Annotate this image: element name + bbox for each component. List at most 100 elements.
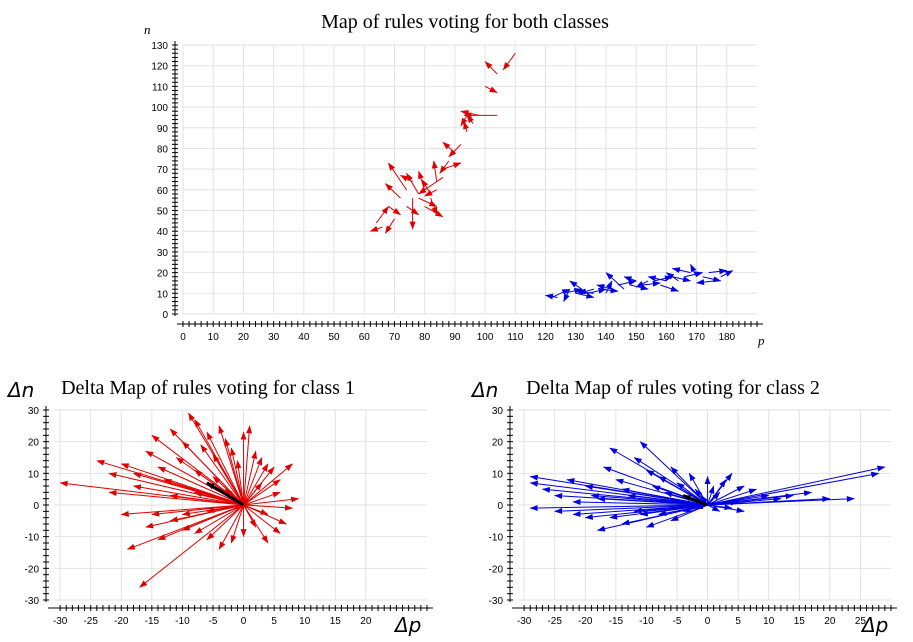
x-tick-label: 70 xyxy=(389,332,401,343)
x-tick-label: 10 xyxy=(299,616,311,627)
y-tick-label: 60 xyxy=(157,186,169,197)
vector-arrow xyxy=(569,280,583,290)
vector-arrow xyxy=(235,460,245,506)
vector-arrow xyxy=(684,271,704,278)
vector-arrow xyxy=(484,85,498,94)
vector-arrow xyxy=(642,280,661,287)
vector-arrow xyxy=(206,504,244,514)
vector-arrow xyxy=(551,288,571,298)
vector-arrow xyxy=(617,279,637,286)
vector-arrow xyxy=(120,504,244,517)
y-tick-label: 80 xyxy=(157,144,169,155)
vector-arrow xyxy=(243,425,253,506)
x-tick-label: 10 xyxy=(763,616,775,627)
x-tick-label: 20 xyxy=(238,332,250,343)
y-tick-label: 0 xyxy=(33,501,39,512)
vector-arrow xyxy=(243,482,263,506)
vector-arrow xyxy=(639,504,708,517)
vector-arrow xyxy=(212,453,244,506)
vector-arrow xyxy=(243,463,293,506)
vector-arrow xyxy=(418,197,438,207)
vector-arrow xyxy=(707,465,886,506)
x-tick-label: 50 xyxy=(328,332,340,343)
vector-arrow xyxy=(572,504,708,517)
vector-arrow xyxy=(243,450,258,506)
chart-delta-class-2: Delta Map of rules voting for class 2 -3… xyxy=(470,377,897,637)
x-tick-label: 130 xyxy=(567,332,584,343)
y-tick-label: 0 xyxy=(497,501,503,512)
vector-arrow xyxy=(460,109,480,116)
vector-arrow xyxy=(169,493,244,506)
x-tick-label: 0 xyxy=(705,616,711,627)
vector-arrow xyxy=(139,504,244,588)
vector-arrow xyxy=(182,441,244,506)
vector-arrow xyxy=(218,504,244,550)
chart-title: Delta Map of rules voting for class 2 xyxy=(526,377,820,399)
y-tick-label: 20 xyxy=(157,269,169,280)
vector-arrow xyxy=(596,496,708,506)
vector-arrow xyxy=(430,197,438,216)
x-tick-label: -15 xyxy=(609,616,624,627)
x-tick-label: 15 xyxy=(330,616,342,627)
y-tick-label: 40 xyxy=(157,227,169,238)
mean-vector-arrow xyxy=(682,494,709,507)
y-tick-label: -30 xyxy=(489,596,504,607)
vector-arrow xyxy=(484,61,498,75)
y-axis-label: Δn xyxy=(470,378,498,402)
vector-arrow xyxy=(418,170,426,191)
x-tick-label: -5 xyxy=(209,616,218,627)
x-tick-label: -10 xyxy=(175,616,190,627)
vector-arrow xyxy=(163,479,244,506)
vector-arrow xyxy=(151,504,244,517)
vector-arrow xyxy=(388,162,407,191)
x-axis-label: p xyxy=(757,333,765,348)
vector-arrow xyxy=(442,141,456,153)
vector-arrow xyxy=(635,280,649,288)
chart-title: Delta Map of rules voting for class 1 xyxy=(61,377,355,399)
x-tick-label: 5 xyxy=(735,616,741,627)
vector-arrow xyxy=(369,225,383,232)
x-tick-label: 140 xyxy=(598,332,615,343)
vector-arrow xyxy=(575,289,594,296)
y-tick-label: -10 xyxy=(25,533,40,544)
x-tick-label: -30 xyxy=(53,616,68,627)
vectors xyxy=(529,441,886,532)
x-tick-label: 180 xyxy=(718,332,735,343)
vector-arrow xyxy=(707,499,739,506)
y-tick-label: 30 xyxy=(28,406,40,417)
vector-arrow xyxy=(707,504,721,512)
x-tick-label: 15 xyxy=(794,616,806,627)
x-tick-label: 120 xyxy=(537,332,554,343)
vector-arrow xyxy=(243,504,293,511)
x-tick-label: -20 xyxy=(114,616,129,627)
vector-arrow xyxy=(707,504,745,514)
vector-arrow xyxy=(708,268,728,275)
x-tick-label: 0 xyxy=(180,332,186,343)
grid xyxy=(54,409,427,601)
vector-arrow xyxy=(572,499,708,506)
y-tick-label: 20 xyxy=(492,438,504,449)
x-tick-label: 30 xyxy=(268,332,280,343)
x-tick-label: 60 xyxy=(359,332,371,343)
axes: -30 -25 -20 -15 -10 -5 0 5 10 15 20 25 -30 -20 -10 0 10 2… xyxy=(489,406,897,627)
vector-arrow xyxy=(720,270,734,278)
y-tick-label: 50 xyxy=(157,207,169,218)
vector-arrow xyxy=(388,205,401,216)
vector-arrow xyxy=(439,160,450,174)
x-axis-label: Δp xyxy=(860,613,888,637)
vector-arrow xyxy=(384,218,395,234)
x-tick-label: 170 xyxy=(688,332,705,343)
vector-arrow xyxy=(126,504,244,550)
vector-arrow xyxy=(707,485,715,506)
vector-arrow xyxy=(206,504,244,541)
vector-arrow xyxy=(460,115,468,127)
vector-arrow xyxy=(623,276,637,283)
vector-arrow xyxy=(224,438,245,506)
y-tick-label: 0 xyxy=(162,310,168,321)
y-tick-label: 30 xyxy=(157,248,169,259)
x-tick-label: 5 xyxy=(271,616,277,627)
vector-arrow xyxy=(575,292,595,299)
chart-delta-class-1: Delta Map of rules voting for class 1 -3… xyxy=(6,377,433,637)
vector-arrow xyxy=(243,504,281,534)
x-tick-label: 10 xyxy=(208,332,220,343)
